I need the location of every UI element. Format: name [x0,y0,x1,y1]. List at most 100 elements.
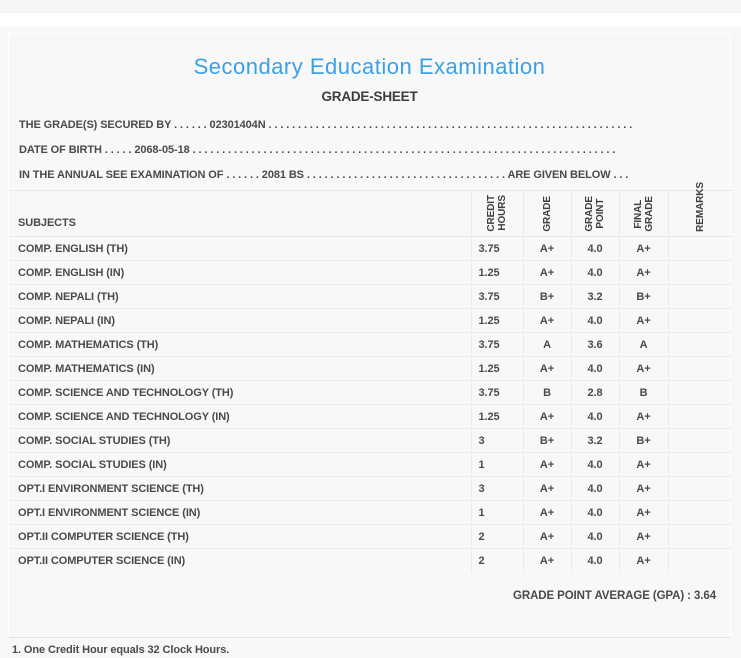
column-header-final-grade: FINAL GRADE [618,190,668,237]
table-row: OPT.II COMPUTER SCIENCE (TH) 2 A+ 4.0 A+ [9,524,732,549]
grade-point-cell: 4.0 [570,476,619,501]
grade-point-cell: 4.0 [570,500,619,525]
table-header-row: SUBJECTS CREDIT HOURS GRADE GRADE POINT … [9,182,732,237]
column-header-credit-hours: CREDIT HOURS [470,190,523,237]
credit-hours-cell: 1.25 [470,260,523,285]
subject-cell: COMP. MATHEMATICS (TH) [9,332,471,357]
final-grade-cell: A+ [618,476,668,501]
subject-cell: OPT.II COMPUTER SCIENCE (IN) [9,548,471,573]
subject-cell: COMP. SOCIAL STUDIES (TH) [9,428,471,453]
table-row: OPT.I ENVIRONMENT SCIENCE (TH) 3 A+ 4.0 … [9,476,732,501]
grade-point-cell: 4.0 [570,356,619,381]
credit-hours-cell: 3.75 [470,284,523,309]
final-grade-cell: A [618,332,668,357]
remarks-cell [667,500,732,525]
credit-hours-cell: 2 [470,524,523,549]
final-grade-cell: A+ [618,356,668,381]
table-row: COMP. NEPALI (IN) 1.25 A+ 4.0 A+ [9,308,732,333]
info-line-examination-of: IN THE ANNUAL SEE EXAMINATION OF . . . .… [19,169,629,181]
table-row: OPT.II COMPUTER SCIENCE (IN) 2 A+ 4.0 A+ [9,548,732,573]
subject-cell: COMP. ENGLISH (IN) [9,260,471,285]
subject-cell: COMP. ENGLISH (TH) [9,236,471,261]
grade-point-cell: 4.0 [570,548,619,573]
remarks-cell [667,284,732,309]
table-row: COMP. ENGLISH (TH) 3.75 A+ 4.0 A+ [9,236,732,261]
final-grade-cell: A+ [618,260,668,285]
remarks-cell [667,332,732,357]
final-grade-cell: A+ [618,236,668,261]
subject-cell: OPT.I ENVIRONMENT SCIENCE (TH) [9,476,471,501]
table-row: COMP. SCIENCE AND TECHNOLOGY (IN) 1.25 A… [9,404,732,429]
remarks-cell [667,380,732,405]
final-grade-cell: B [618,380,668,405]
top-strip [0,0,741,13]
grade-cell: A+ [522,308,571,333]
final-grade-cell: A+ [618,452,668,477]
grade-point-cell: 3.2 [570,428,619,453]
table-row: OPT.I ENVIRONMENT SCIENCE (IN) 1 A+ 4.0 … [9,500,732,525]
grade-sheet-panel: Secondary Education Examination GRADE-SH… [8,33,732,638]
grades-table: SUBJECTS CREDIT HOURS GRADE GRADE POINT … [9,182,732,573]
grade-point-cell: 3.2 [570,284,619,309]
final-grade-cell: A+ [618,524,668,549]
table-row: COMP. MATHEMATICS (TH) 3.75 A 3.6 A [9,332,732,357]
subject-cell: COMP. NEPALI (IN) [9,308,471,333]
grade-point-cell: 4.0 [570,452,619,477]
footnote-credit-hour: 1. One Credit Hour equals 32 Clock Hours… [12,644,230,656]
credit-hours-cell: 1.25 [470,308,523,333]
remarks-cell [667,476,732,501]
grade-point-cell: 4.0 [570,236,619,261]
grade-cell: A+ [522,236,571,261]
credit-hours-cell: 1 [470,500,523,525]
remarks-cell [667,356,732,381]
credit-hours-cell: 3 [470,476,523,501]
grade-cell: A+ [522,356,571,381]
credit-hours-cell: 2 [470,548,523,573]
subject-cell: COMP. SCIENCE AND TECHNOLOGY (TH) [9,380,471,405]
grade-point-cell: 4.0 [570,404,619,429]
table-row: COMP. SOCIAL STUDIES (TH) 3 B+ 3.2 B+ [9,428,732,453]
remarks-cell [667,308,732,333]
credit-hours-cell: 3 [470,428,523,453]
grade-cell: A [522,332,571,357]
grade-cell: A+ [522,260,571,285]
grade-cell: A+ [522,524,571,549]
gpa-summary: GRADE POINT AVERAGE (GPA) : 3.64 [513,590,716,602]
final-grade-cell: A+ [618,404,668,429]
grade-point-cell: 2.8 [570,380,619,405]
table-row: COMP. SOCIAL STUDIES (IN) 1 A+ 4.0 A+ [9,452,732,477]
grade-point-cell: 4.0 [570,308,619,333]
grade-point-cell: 3.6 [570,332,619,357]
page-background: Secondary Education Examination GRADE-SH… [0,27,741,658]
grade-cell: A+ [522,404,571,429]
table-row: COMP. MATHEMATICS (IN) 1.25 A+ 4.0 A+ [9,356,732,381]
column-header-subjects: SUBJECTS [9,190,471,237]
info-line-date-of-birth: DATE OF BIRTH . . . . . 2068-05-18 . . .… [19,144,616,156]
grade-cell: A+ [522,452,571,477]
grade-cell: A+ [522,548,571,573]
info-line-secured-by: THE GRADE(S) SECURED BY . . . . . . 0230… [19,119,633,131]
final-grade-cell: A+ [618,308,668,333]
subject-cell: COMP. SOCIAL STUDIES (IN) [9,452,471,477]
grade-point-cell: 4.0 [570,524,619,549]
table-row: COMP. SCIENCE AND TECHNOLOGY (TH) 3.75 B… [9,380,732,405]
final-grade-cell: B+ [618,428,668,453]
subject-cell: COMP. SCIENCE AND TECHNOLOGY (IN) [9,404,471,429]
final-grade-cell: A+ [618,548,668,573]
column-header-remarks: REMARKS [667,182,732,237]
remarks-cell [667,404,732,429]
table-row: COMP. ENGLISH (IN) 1.25 A+ 4.0 A+ [9,260,732,285]
credit-hours-cell: 1.25 [470,356,523,381]
remarks-cell [667,428,732,453]
grade-cell: B+ [522,428,571,453]
page-subtitle: GRADE-SHEET [321,89,418,104]
remarks-cell [667,452,732,477]
grade-cell: B+ [522,284,571,309]
final-grade-cell: A+ [618,500,668,525]
subject-cell: COMP. NEPALI (TH) [9,284,471,309]
credit-hours-cell: 1.25 [470,404,523,429]
remarks-cell [667,236,732,261]
subject-cell: OPT.II COMPUTER SCIENCE (TH) [9,524,471,549]
credit-hours-cell: 1 [470,452,523,477]
remarks-cell [667,548,732,573]
